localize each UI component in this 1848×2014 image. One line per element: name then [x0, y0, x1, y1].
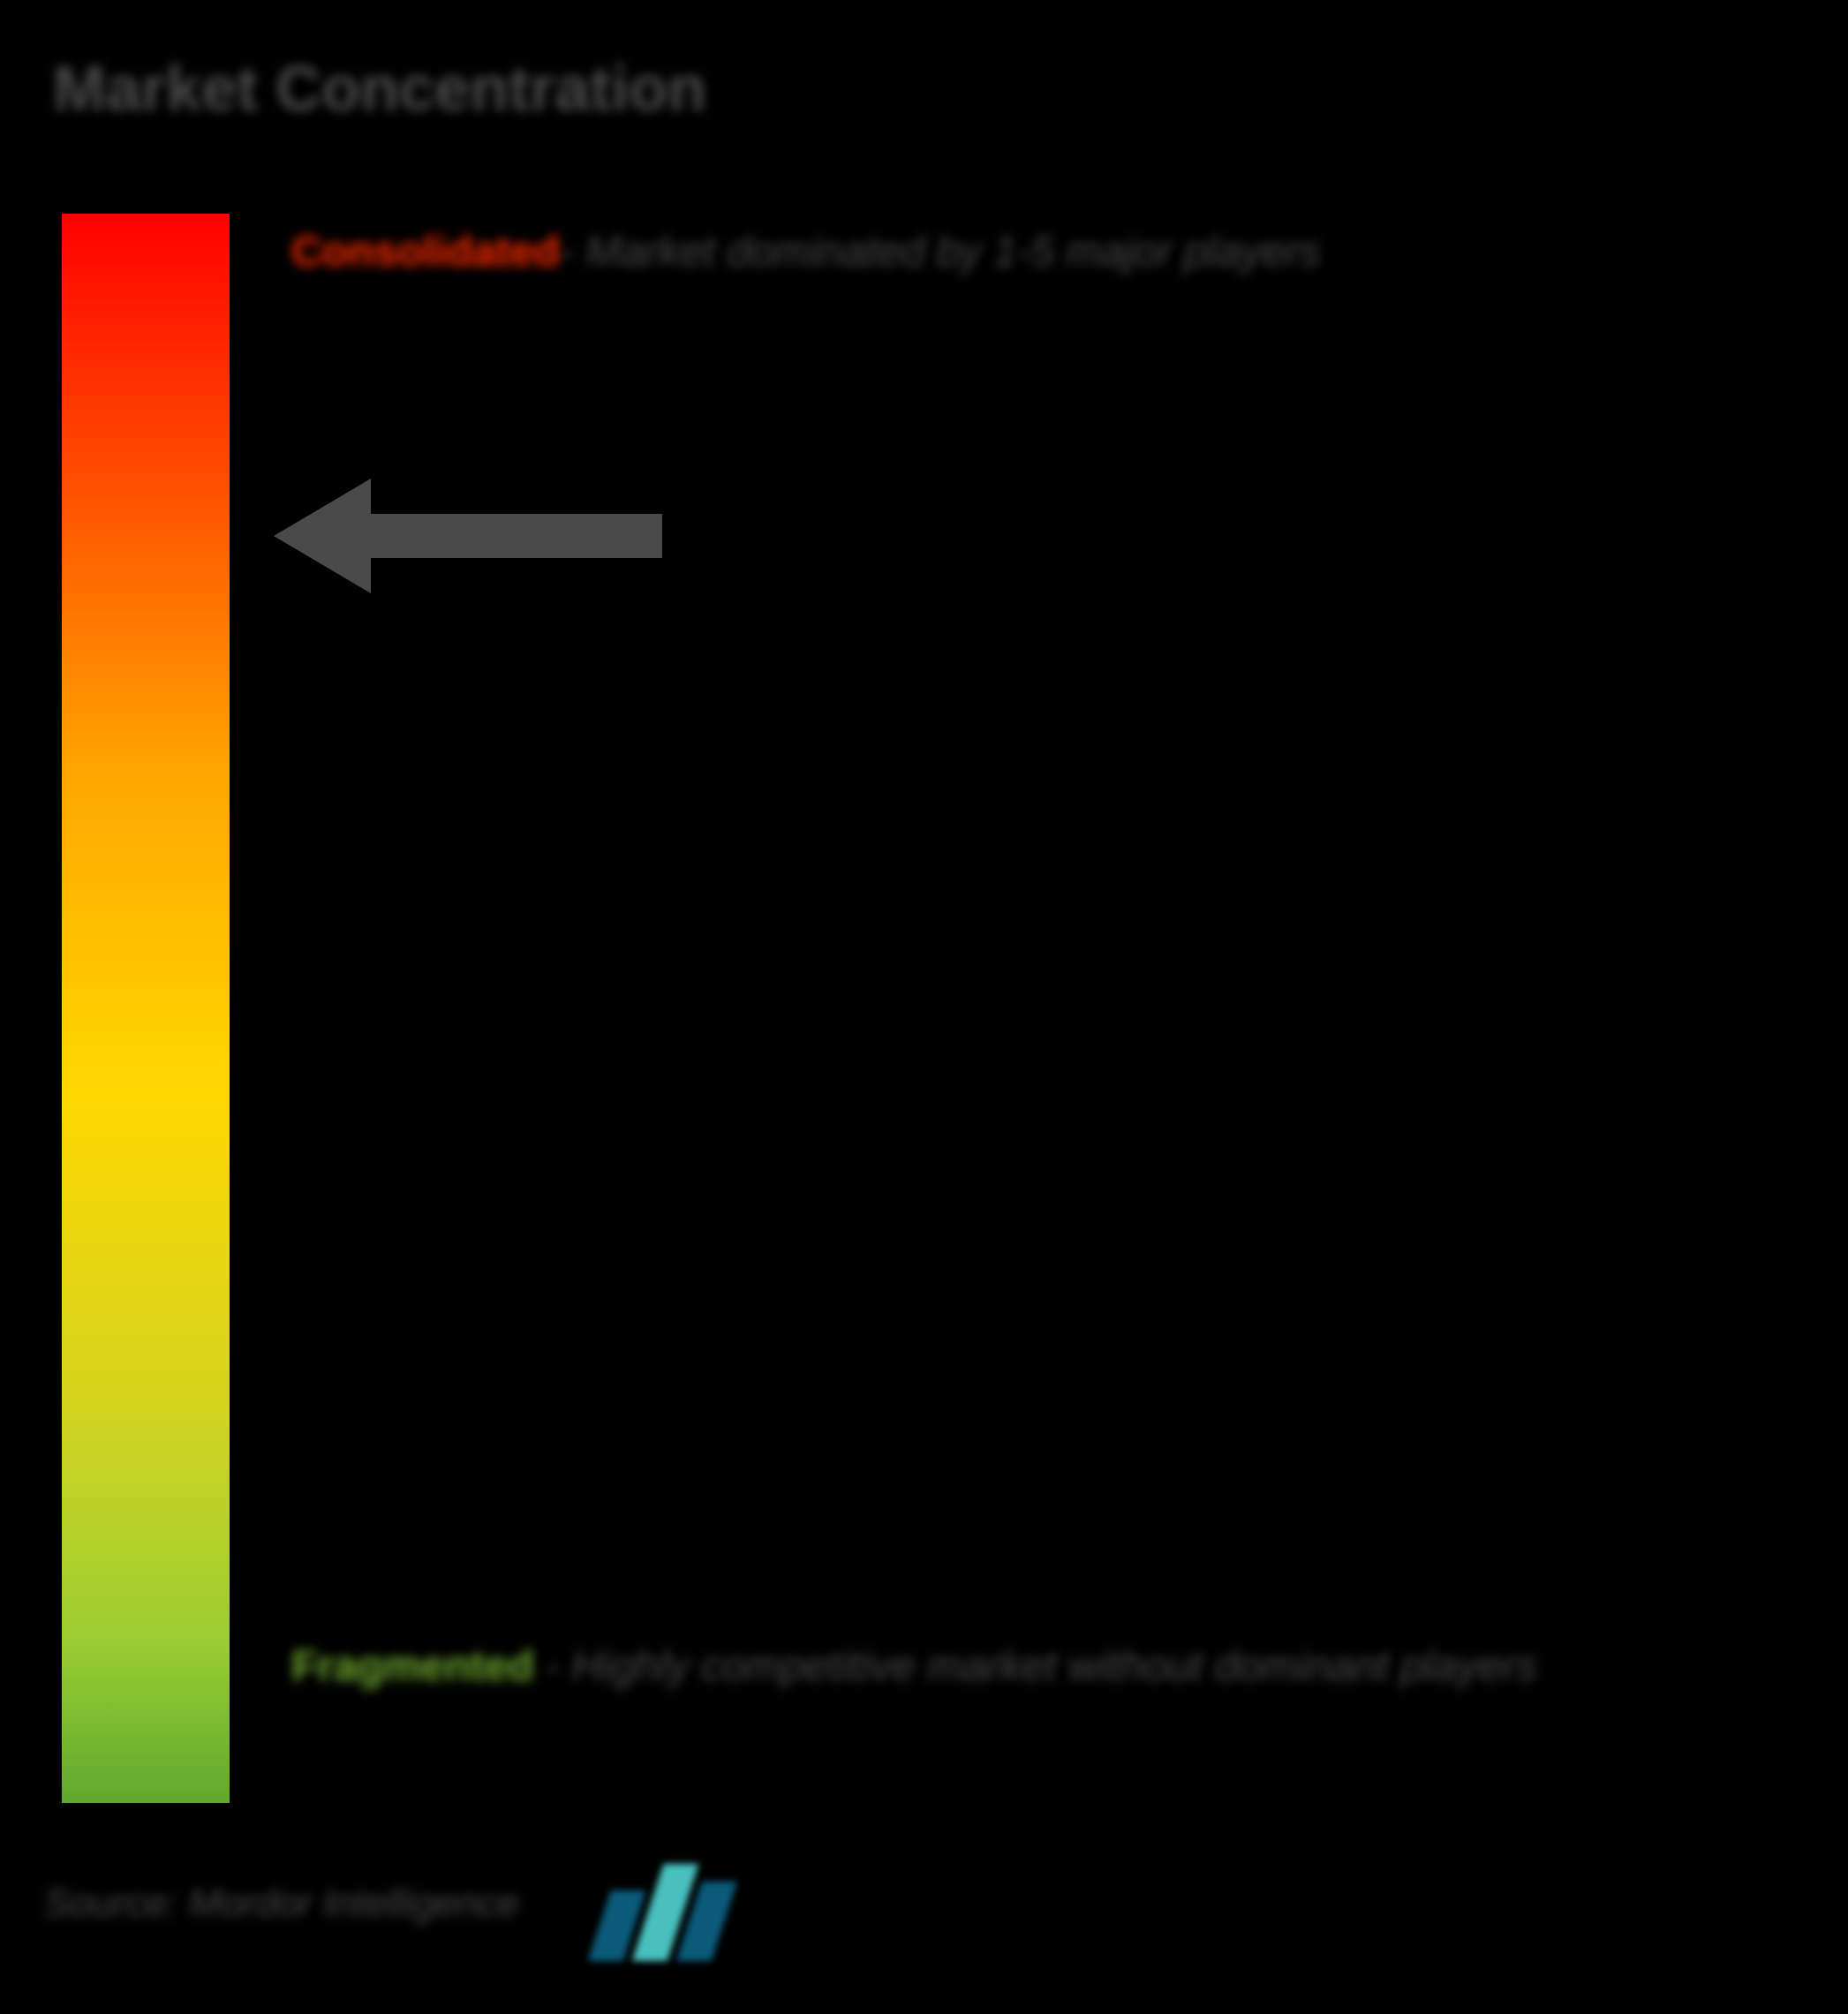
arrow-left-icon — [274, 479, 662, 593]
source-row: Source: Mordor Intelligence — [44, 1846, 749, 1961]
chart-title: Market Concentration — [53, 53, 1804, 125]
concentration-gradient-bar — [62, 214, 230, 1803]
fragmented-label: Fragmented - Highly competitive market w… — [291, 1635, 1792, 1699]
consolidated-label: Consolidated- Market dominated by 1-5 ma… — [291, 223, 1321, 282]
consolidated-description: - Market dominated by 1-5 major players — [560, 229, 1321, 275]
chart-area: Consolidated- Market dominated by 1-5 ma… — [62, 214, 1804, 1803]
fragmented-description: - Highly competitive market without domi… — [534, 1643, 1537, 1690]
consolidated-highlight: Consolidated — [291, 229, 560, 275]
mordor-logo-icon — [572, 1846, 749, 1961]
source-text: Source: Mordor Intelligence — [44, 1882, 519, 1926]
position-arrow — [274, 479, 662, 598]
fragmented-highlight: Fragmented — [291, 1643, 534, 1690]
infographic-container: Market Concentration Consolidated- Marke… — [0, 0, 1848, 2014]
